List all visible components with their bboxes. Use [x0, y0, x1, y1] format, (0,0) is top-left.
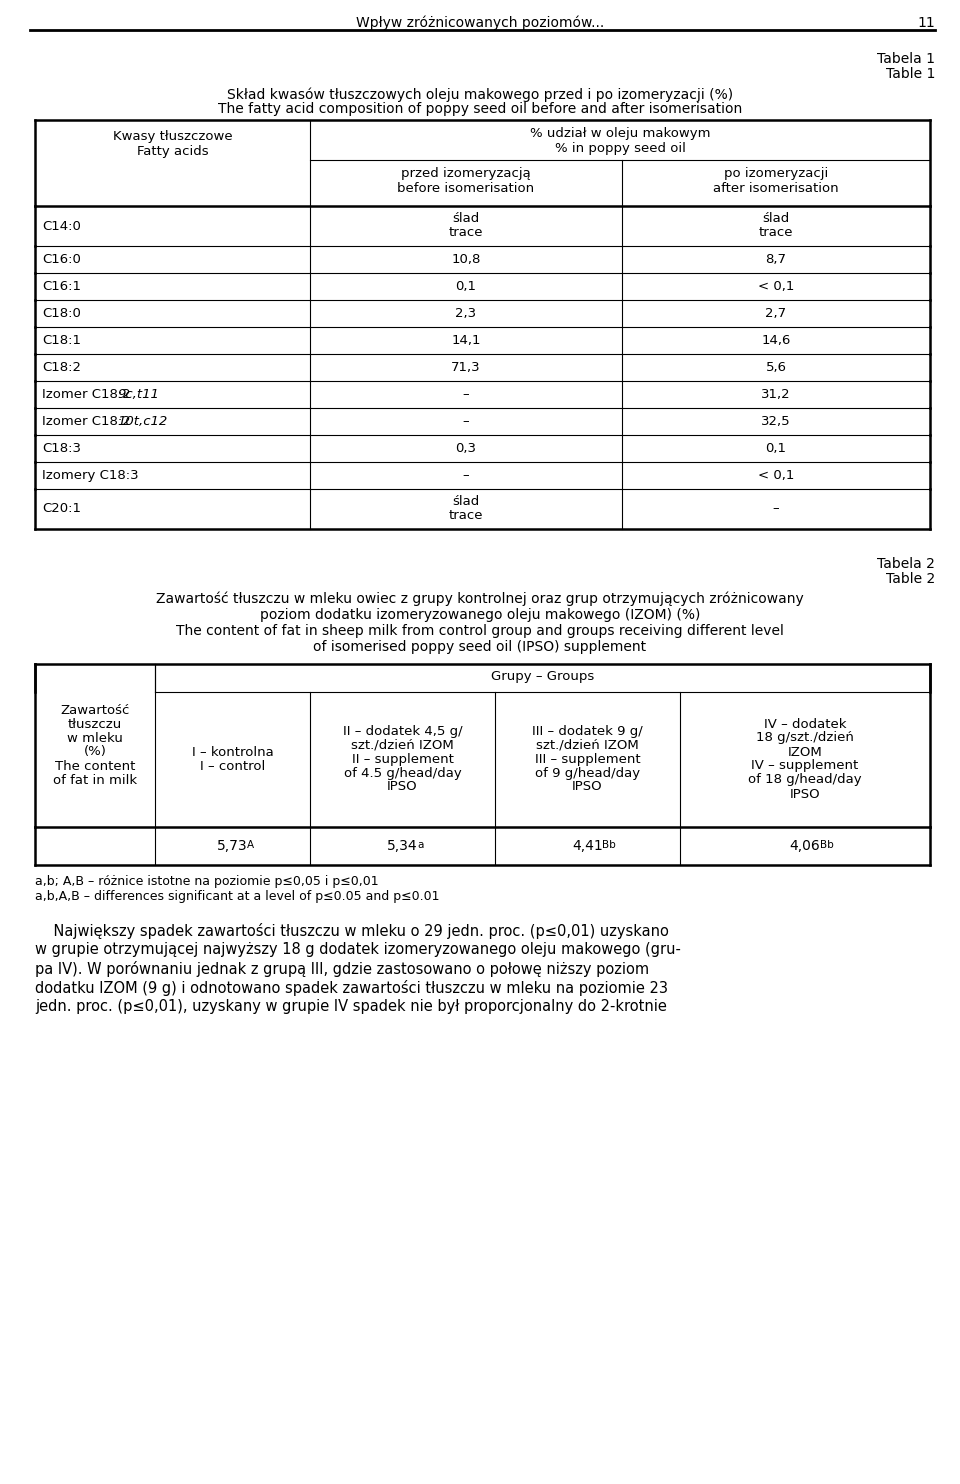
Text: trace: trace: [448, 509, 483, 522]
Text: C16:1: C16:1: [42, 280, 81, 292]
Text: trace: trace: [448, 226, 483, 239]
Text: –: –: [773, 503, 780, 515]
Text: szt./dzień IZOM: szt./dzień IZOM: [536, 739, 638, 751]
Text: a,b,A,B – differences significant at a level of p≤0.05 and p≤0.01: a,b,A,B – differences significant at a l…: [35, 890, 440, 902]
Text: szt./dzień IZOM: szt./dzień IZOM: [351, 739, 454, 751]
Text: % udział w oleju makowym: % udział w oleju makowym: [530, 128, 710, 139]
Text: 5,6: 5,6: [765, 361, 786, 374]
Text: of 9 g/head/day: of 9 g/head/day: [535, 767, 640, 779]
Text: Izomery C18:3: Izomery C18:3: [42, 469, 138, 482]
Text: 2,3: 2,3: [455, 307, 476, 321]
Text: IPSO: IPSO: [572, 781, 603, 794]
Text: Grupy – Groups: Grupy – Groups: [491, 669, 594, 683]
Text: The fatty acid composition of poppy seed oil before and after isomerisation: The fatty acid composition of poppy seed…: [218, 102, 742, 116]
Text: a: a: [418, 840, 423, 850]
Text: Izomer C18:2: Izomer C18:2: [42, 387, 139, 401]
Text: trace: trace: [758, 226, 793, 239]
Text: 18 g/szt./dzień: 18 g/szt./dzień: [756, 732, 854, 745]
Text: < 0,1: < 0,1: [757, 469, 794, 482]
Text: IPSO: IPSO: [387, 781, 418, 794]
Text: of 4.5 g/head/day: of 4.5 g/head/day: [344, 767, 462, 779]
Text: Kwasy tłuszczowe: Kwasy tłuszczowe: [112, 131, 232, 142]
Text: –: –: [463, 387, 469, 401]
Text: C14:0: C14:0: [42, 220, 81, 233]
Text: Największy spadek zawartości tłuszczu w mleku o 29 jedn. proc. (p≤0,01) uzyskano: Największy spadek zawartości tłuszczu w …: [35, 923, 669, 939]
Text: Izomer C18:2: Izomer C18:2: [42, 416, 139, 427]
Text: Table 1: Table 1: [886, 67, 935, 82]
Text: 5,73: 5,73: [217, 838, 248, 853]
Text: 4,06: 4,06: [790, 838, 821, 853]
Text: % in poppy seed oil: % in poppy seed oil: [555, 142, 685, 154]
Text: w mleku: w mleku: [67, 732, 123, 745]
Text: IV – dodatek: IV – dodatek: [764, 717, 847, 730]
Text: I – kontrolna: I – kontrolna: [192, 745, 274, 758]
Text: 0,3: 0,3: [455, 442, 476, 456]
Text: C18:2: C18:2: [42, 361, 81, 374]
Text: 5,34: 5,34: [387, 838, 418, 853]
Text: ślad: ślad: [452, 496, 480, 508]
Text: Bb: Bb: [820, 840, 833, 850]
Text: –: –: [463, 469, 469, 482]
Text: 2,7: 2,7: [765, 307, 786, 321]
Text: Skład kwasów tłuszczowych oleju makowego przed i po izomeryzacji (%): Skład kwasów tłuszczowych oleju makowego…: [227, 88, 733, 101]
Text: Fatty acids: Fatty acids: [136, 145, 208, 157]
Text: 14,1: 14,1: [451, 334, 481, 347]
Text: Zawartość: Zawartość: [60, 703, 130, 717]
Text: 0,1: 0,1: [765, 442, 786, 456]
Text: IPSO: IPSO: [790, 788, 820, 800]
Text: II – supplement: II – supplement: [351, 752, 453, 766]
Text: 0,1: 0,1: [455, 280, 476, 292]
Text: w grupie otrzymującej najwyższy 18 g dodatek izomeryzowanego oleju makowego (gru: w grupie otrzymującej najwyższy 18 g dod…: [35, 942, 681, 957]
Text: < 0,1: < 0,1: [757, 280, 794, 292]
Text: 14,6: 14,6: [761, 334, 791, 347]
Text: pa IV). W porównaniu jednak z grupą III, gdzie zastosowano o połowę niższy pozio: pa IV). W porównaniu jednak z grupą III,…: [35, 962, 649, 976]
Text: (%): (%): [84, 745, 107, 758]
Text: 4,41: 4,41: [572, 838, 603, 853]
Text: III – dodatek 9 g/: III – dodatek 9 g/: [532, 724, 643, 738]
Text: a,b; A,B – różnice istotne na poziomie p≤0,05 i p≤0,01: a,b; A,B – różnice istotne na poziomie p…: [35, 876, 378, 887]
Text: Wpływ zróżnicowanych poziomów...: Wpływ zróżnicowanych poziomów...: [356, 16, 604, 31]
Text: poziom dodatku izomeryzowanego oleju makowego (IZOM) (%): poziom dodatku izomeryzowanego oleju mak…: [260, 608, 700, 622]
Text: IZOM: IZOM: [787, 745, 823, 758]
Text: –: –: [463, 416, 469, 427]
Text: 9c,t11: 9c,t11: [118, 387, 159, 401]
Text: The content of fat in sheep milk from control group and groups receiving differe: The content of fat in sheep milk from co…: [176, 623, 784, 638]
Text: C16:0: C16:0: [42, 252, 81, 266]
Text: II – dodatek 4,5 g/: II – dodatek 4,5 g/: [343, 724, 463, 738]
Text: III – supplement: III – supplement: [535, 752, 640, 766]
Text: przed izomeryzacją: przed izomeryzacją: [401, 168, 531, 180]
Text: 10t,c12: 10t,c12: [118, 416, 168, 427]
Text: Table 2: Table 2: [886, 571, 935, 586]
Text: C18:3: C18:3: [42, 442, 81, 456]
Text: po izomeryzacji: po izomeryzacji: [724, 168, 828, 180]
Text: I – control: I – control: [200, 760, 265, 773]
Text: ślad: ślad: [762, 212, 790, 226]
Text: 11: 11: [917, 16, 935, 30]
Text: before isomerisation: before isomerisation: [397, 183, 535, 194]
Text: tłuszczu: tłuszczu: [68, 717, 122, 730]
Text: C18:1: C18:1: [42, 334, 81, 347]
Text: of isomerised poppy seed oil (IPSO) supplement: of isomerised poppy seed oil (IPSO) supp…: [313, 640, 647, 654]
Text: 32,5: 32,5: [761, 416, 791, 427]
Text: after isomerisation: after isomerisation: [713, 183, 839, 194]
Text: Zawartość tłuszczu w mleku owiec z grupy kontrolnej oraz grup otrzymujących zróż: Zawartość tłuszczu w mleku owiec z grupy…: [156, 592, 804, 607]
Text: C18:0: C18:0: [42, 307, 81, 321]
Text: of 18 g/head/day: of 18 g/head/day: [748, 773, 862, 787]
Text: 8,7: 8,7: [765, 252, 786, 266]
Text: C20:1: C20:1: [42, 503, 81, 515]
Text: The content: The content: [55, 760, 135, 773]
Text: 31,2: 31,2: [761, 387, 791, 401]
Text: Bb: Bb: [602, 840, 616, 850]
Text: 71,3: 71,3: [451, 361, 481, 374]
Text: Tabela 1: Tabela 1: [877, 52, 935, 65]
Text: 10,8: 10,8: [451, 252, 481, 266]
Text: jedn. proc. (p≤0,01), uzyskany w grupie IV spadek nie był proporcjonalny do 2-kr: jedn. proc. (p≤0,01), uzyskany w grupie …: [35, 999, 667, 1014]
Text: A: A: [248, 840, 254, 850]
Text: ślad: ślad: [452, 212, 480, 226]
Text: Tabela 2: Tabela 2: [877, 556, 935, 571]
Text: dodatku IZOM (9 g) i odnotowano spadek zawartości tłuszczu w mleku na poziomie 2: dodatku IZOM (9 g) i odnotowano spadek z…: [35, 979, 668, 996]
Text: IV – supplement: IV – supplement: [752, 760, 858, 773]
Text: of fat in milk: of fat in milk: [53, 773, 137, 787]
